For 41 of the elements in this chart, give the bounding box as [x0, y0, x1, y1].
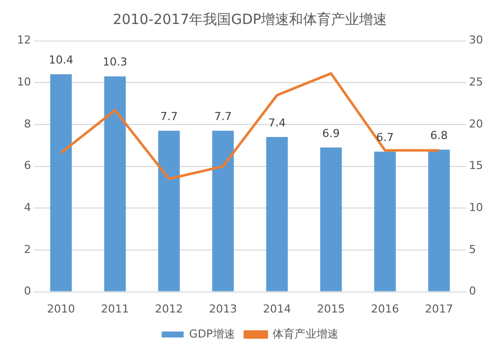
y2-tick-label: 25 [469, 75, 484, 88]
data-label: 6.9 [322, 126, 340, 140]
data-label: 10.4 [48, 54, 74, 67]
bar [104, 76, 126, 292]
y2-tick-label: 30 [469, 34, 484, 47]
y-tick-label: 12 [16, 34, 31, 47]
legend-label: GDP增速 [189, 327, 235, 340]
bar [50, 74, 72, 292]
y-tick-label: 8 [24, 117, 31, 130]
x-tick-label: 2015 [317, 302, 345, 316]
bar [374, 152, 396, 292]
y-tick-label: 0 [24, 284, 31, 298]
bar [158, 130, 180, 292]
y2-tick-label: 15 [469, 159, 484, 172]
bar [266, 137, 288, 292]
x-tick-label: 2011 [101, 302, 129, 316]
data-label: 7.4 [268, 116, 286, 130]
x-tick-label: 2016 [371, 302, 399, 316]
y2-tick-label: 5 [469, 242, 476, 256]
y-tick-label: 10 [16, 75, 31, 88]
x-tick-label: 2012 [155, 302, 183, 316]
y-tick-label: 2 [24, 242, 31, 256]
bar [320, 147, 342, 292]
x-tick-label: 2014 [263, 302, 291, 316]
x-tick-label: 2017 [425, 302, 454, 316]
x-tick-label: 2010 [46, 302, 75, 316]
y2-tick-label: 10 [469, 200, 484, 214]
bar [428, 150, 450, 292]
data-label: 6.8 [430, 128, 448, 142]
bar [212, 130, 234, 292]
data-label: 7.7 [160, 110, 178, 124]
y-tick-label: 6 [24, 159, 31, 172]
legend-label: 体育产业增速 [272, 327, 338, 340]
y2-tick-label: 0 [469, 284, 476, 298]
data-label: 7.7 [214, 110, 232, 124]
x-tick-label: 2013 [209, 302, 237, 316]
data-label: 10.3 [102, 56, 128, 69]
y-tick-label: 4 [24, 200, 31, 214]
data-label: 6.7 [376, 131, 394, 144]
y2-tick-label: 20 [469, 117, 484, 130]
chart-title: 2010-2017年我国GDP增速和体育产业增速 [112, 11, 388, 28]
